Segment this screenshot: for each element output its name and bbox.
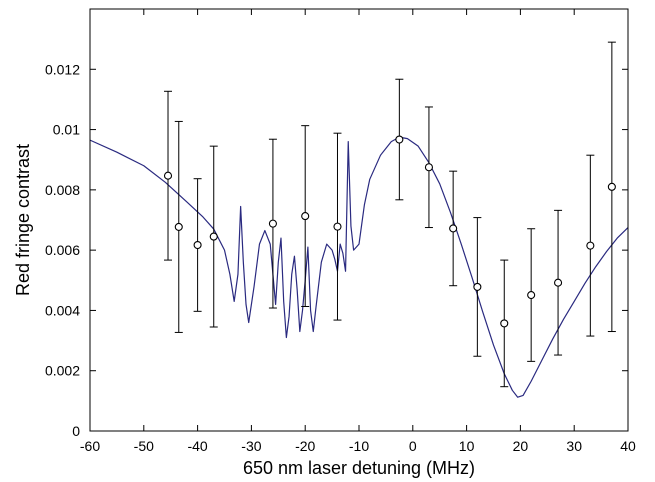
x-tick-label: 30 [566, 438, 582, 454]
data-point [473, 282, 482, 291]
y-tick-label: 0 [72, 423, 80, 439]
data-point [607, 182, 616, 191]
data-point [395, 135, 404, 144]
data-point [500, 319, 509, 328]
x-tick-label: -20 [295, 438, 315, 454]
data-point [209, 232, 218, 241]
data-point [163, 171, 173, 180]
data-point [449, 224, 458, 233]
data-point [554, 278, 563, 287]
data-point [193, 240, 202, 250]
y-tick-label: 0.012 [45, 61, 80, 77]
x-tick-label: -10 [349, 438, 369, 454]
ticks-layer: -60 -50 -40 -30 -20 -10 0 10 20 30 40 0 0.002 0.004 0.… [45, 9, 636, 454]
x-axis-label: 650 nm laser detuning (MHz) [243, 458, 475, 478]
data-point [301, 212, 310, 221]
data-markers-layer [163, 135, 616, 328]
y-tick-label: 0.006 [45, 242, 80, 258]
y-tick-label: 0.004 [45, 302, 80, 318]
fit-curve-layer [89, 136, 629, 398]
x-tick-label: 0 [409, 438, 417, 454]
data-point [333, 222, 342, 231]
error-bars-layer [164, 41, 616, 388]
data-point [586, 241, 595, 250]
plot-frame [89, 8, 629, 432]
x-tick-label: 10 [459, 438, 475, 454]
y-tick-label: 0.008 [45, 182, 80, 198]
data-point [174, 222, 183, 231]
x-tick-label: -50 [134, 438, 154, 454]
y-axis-label: Red fringe contrast [13, 144, 33, 296]
y-tick-label: 0.002 [45, 363, 80, 379]
x-tick-label: 20 [513, 438, 529, 454]
data-point [268, 219, 277, 228]
data-point [424, 163, 433, 172]
y-tick-label: 0.01 [53, 122, 80, 138]
fit-curve [89, 136, 629, 398]
x-tick-label: -40 [187, 438, 207, 454]
x-tick-label: -30 [241, 438, 261, 454]
x-tick-label: -60 [80, 438, 100, 454]
data-point [527, 291, 536, 300]
x-tick-label: 40 [620, 438, 636, 454]
